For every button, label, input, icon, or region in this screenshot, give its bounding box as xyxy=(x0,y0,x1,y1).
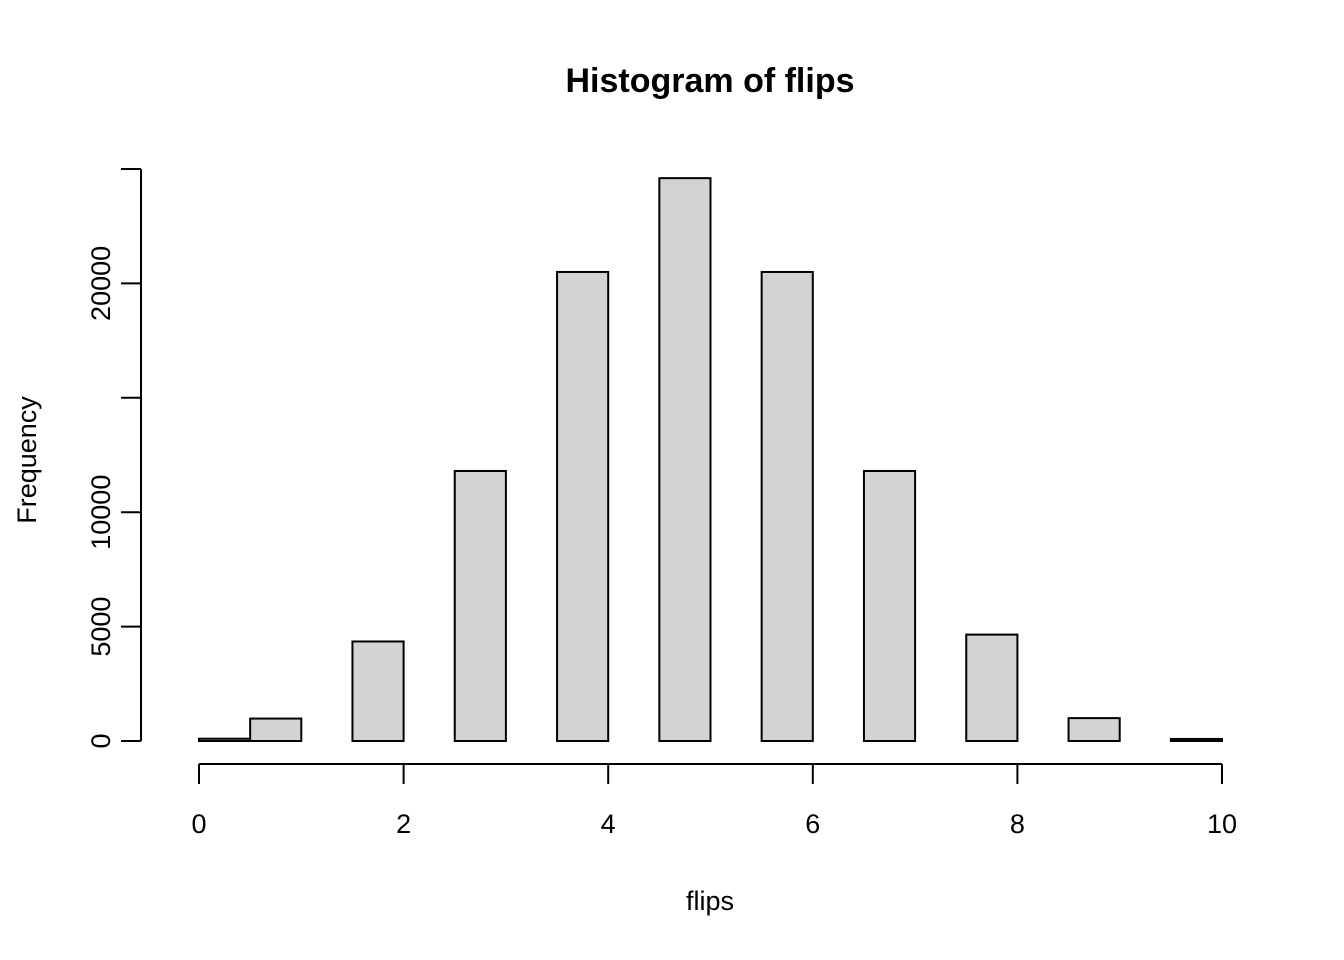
histogram-bar-3 xyxy=(453,470,507,742)
histogram-bar-7 xyxy=(862,470,917,742)
chart-title: Histogram of flips xyxy=(565,62,854,100)
histogram-bar-2 xyxy=(351,640,405,742)
histogram-bar-0 xyxy=(198,737,252,742)
y-axis: 0 5000 10000 20000 xyxy=(86,168,142,749)
histogram-bar-8 xyxy=(965,633,1019,742)
x-axis: 0 2 4 6 8 10 xyxy=(191,763,1237,839)
y-tick-label: 10000 xyxy=(86,475,116,550)
x-tick-label: 2 xyxy=(396,809,411,839)
x-tick-label: 10 xyxy=(1207,809,1237,839)
histogram-bar-9 xyxy=(1067,717,1121,742)
histogram-bar-10 xyxy=(1169,737,1223,742)
histogram-bar-4 xyxy=(556,270,610,742)
x-tick-label: 8 xyxy=(1010,809,1025,839)
x-tick-label: 4 xyxy=(601,809,616,839)
histogram-bar-1 xyxy=(249,717,303,742)
y-tick-label: 20000 xyxy=(86,246,116,321)
y-axis-label: Frequency xyxy=(12,396,42,524)
x-tick-label: 0 xyxy=(191,809,206,839)
x-axis-label: flips xyxy=(686,886,734,916)
bars-group xyxy=(198,177,1223,743)
y-tick-label: 5000 xyxy=(86,597,116,657)
y-tick-label: 0 xyxy=(86,733,116,748)
histogram-bar-5 xyxy=(658,177,712,743)
histogram-bar-6 xyxy=(760,270,814,742)
x-tick-label: 6 xyxy=(805,809,820,839)
